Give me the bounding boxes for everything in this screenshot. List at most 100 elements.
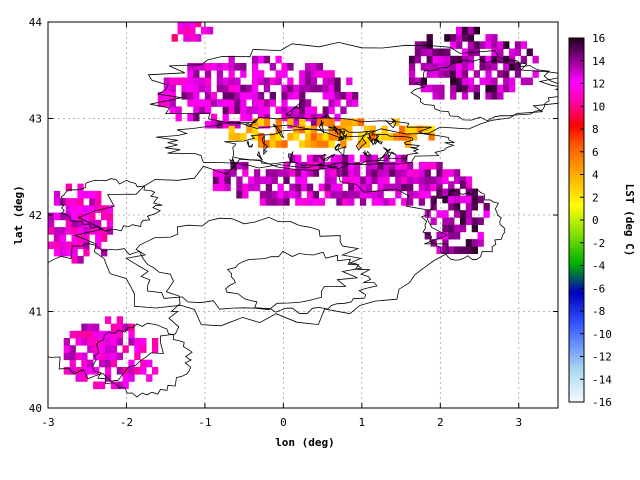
lst-cell	[212, 176, 220, 184]
lst-cell	[426, 48, 433, 57]
lst-cell	[93, 338, 100, 346]
lst-cell	[193, 92, 200, 100]
lst-pixel-layer	[48, 22, 539, 390]
lst-cell	[310, 106, 318, 114]
lst-cell	[228, 70, 235, 78]
lst-cell	[405, 133, 412, 141]
lst-cell	[293, 84, 300, 93]
lst-cell	[83, 241, 90, 250]
lst-cell	[83, 219, 90, 228]
lst-cell	[336, 161, 343, 170]
lst-cell	[420, 84, 427, 93]
lst-cell	[526, 48, 533, 57]
lst-cell	[442, 224, 449, 233]
lst-cell	[234, 92, 241, 100]
lst-cell	[483, 210, 490, 218]
lst-cell	[418, 190, 425, 199]
lst-cell	[359, 198, 367, 206]
contour-line	[147, 41, 558, 138]
lst-cell	[187, 84, 194, 93]
lst-cell	[454, 195, 461, 204]
lst-cell	[210, 92, 218, 100]
lst-cell	[436, 176, 443, 184]
lst-cell	[89, 212, 96, 221]
lst-cell	[116, 323, 123, 332]
lst-cell	[110, 345, 118, 353]
lst-cell	[477, 217, 484, 225]
lst-cell	[377, 183, 384, 192]
lst-cell	[426, 63, 433, 71]
lst-cell	[330, 176, 337, 184]
lst-cell	[299, 113, 306, 122]
lst-cell	[234, 99, 241, 107]
lst-cell	[122, 345, 129, 353]
lst-cell	[53, 190, 61, 199]
lst-cell	[383, 161, 390, 170]
lst-cell	[461, 34, 469, 42]
lst-cell	[424, 190, 431, 199]
lst-cell	[95, 219, 102, 228]
lst-cell	[299, 84, 306, 93]
lst-cell	[340, 118, 347, 127]
lst-cell	[503, 84, 510, 93]
lst-cell	[199, 99, 206, 107]
lst-cell	[328, 106, 335, 114]
lst-cell	[169, 99, 176, 107]
lst-cell	[281, 99, 288, 107]
lst-cell	[293, 113, 300, 122]
lst-cell	[287, 63, 294, 71]
lst-cell	[116, 330, 123, 339]
lst-cell	[152, 367, 159, 375]
contour-line	[355, 131, 368, 151]
lst-cell	[328, 84, 335, 93]
lst-cell	[295, 169, 302, 177]
lst-cell	[289, 183, 296, 192]
lst-cell	[87, 323, 94, 332]
lst-cell	[305, 77, 312, 86]
lst-cell	[428, 133, 435, 141]
lst-cell	[467, 84, 475, 93]
lst-cell	[395, 169, 402, 177]
lst-cell	[269, 63, 276, 71]
lst-cell	[514, 48, 522, 57]
lst-cell	[53, 248, 61, 257]
lst-cell	[65, 183, 72, 192]
lst-cell	[509, 63, 516, 71]
colorbar-ticks: 16 14 12 10 8 6 4 2 0 -2 -4 -6 -8 -10 -12 -14 -16	[580, 32, 612, 409]
lst-cell	[240, 70, 247, 78]
lst-cell	[461, 84, 469, 93]
lst-cell	[532, 55, 539, 64]
lst-cell	[450, 34, 457, 42]
lst-cell	[393, 133, 400, 141]
lst-cell	[228, 125, 235, 134]
lst-cell	[189, 22, 196, 28]
contour-line	[156, 116, 455, 170]
lst-cell	[257, 99, 265, 107]
lst-cell	[146, 374, 153, 382]
lst-cell	[450, 55, 457, 64]
lst-cell	[110, 338, 118, 346]
lst-cell	[265, 169, 272, 177]
lst-cell	[497, 70, 504, 78]
lst-patch	[424, 181, 490, 254]
lst-cell	[140, 367, 147, 375]
lst-cell	[461, 63, 469, 71]
lst-cell	[99, 345, 106, 353]
lst-cell	[228, 120, 235, 129]
lst-cell	[81, 367, 88, 375]
lst-cell	[348, 154, 355, 163]
lst-cell	[169, 77, 176, 86]
lst-cell	[246, 106, 253, 114]
lst-cell	[459, 246, 467, 254]
lst-cell	[177, 22, 184, 28]
lst-cell	[163, 99, 170, 107]
lst-cell	[363, 125, 371, 134]
lst-cell	[252, 99, 259, 107]
lst-cell	[269, 133, 276, 141]
lst-cell	[101, 234, 108, 242]
lst-cell	[193, 106, 200, 114]
lst-cell	[187, 63, 194, 71]
lst-cell	[407, 169, 414, 177]
lst-cell	[104, 345, 112, 353]
lst-cell	[509, 84, 516, 93]
